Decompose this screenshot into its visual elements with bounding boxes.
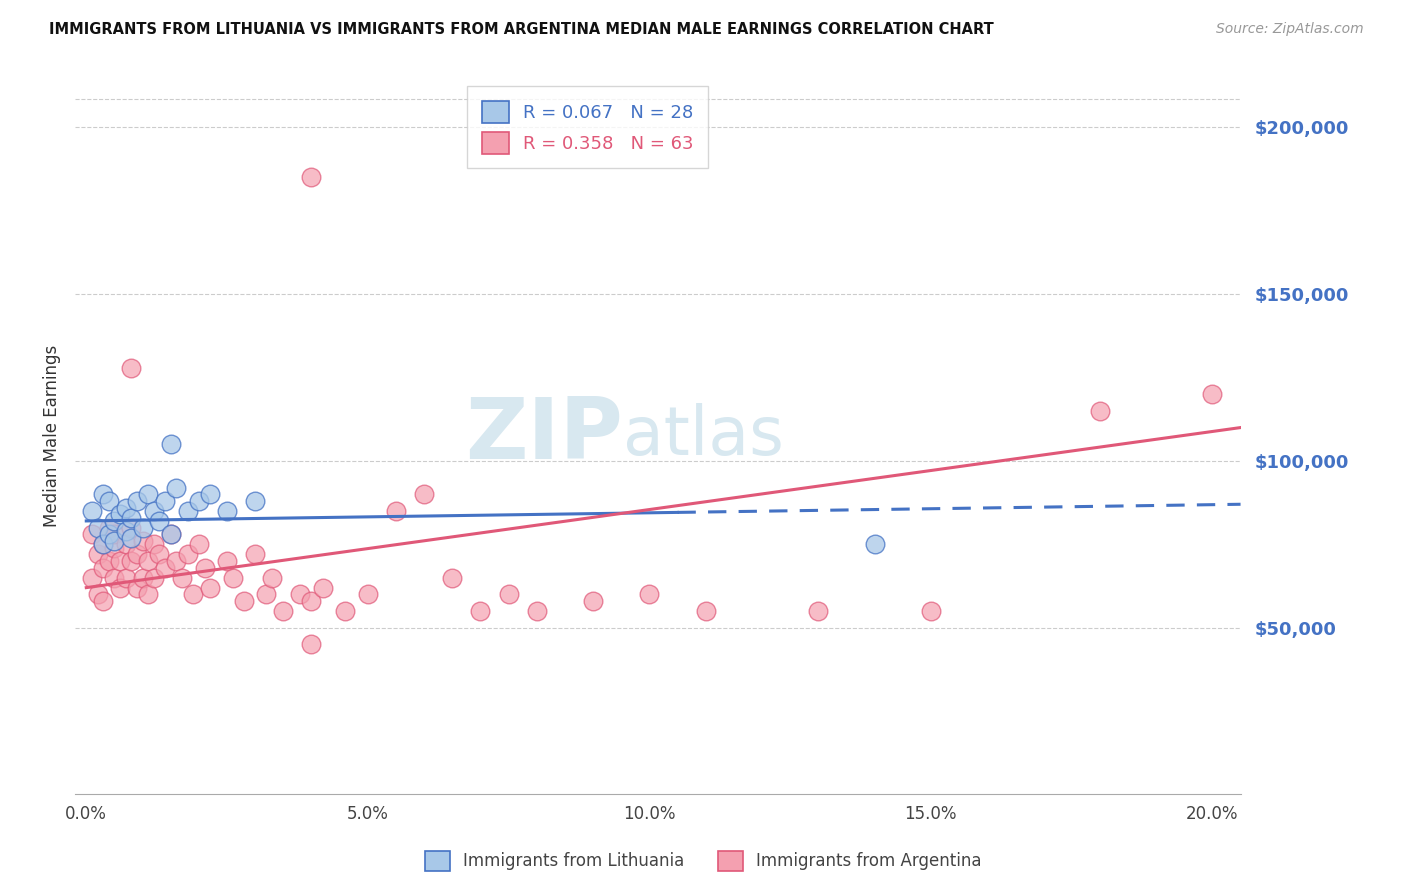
Point [91,537,114,551]
Point [91,560,114,574]
Text: atlas: atlas [623,403,783,469]
Point [97,554,120,568]
Point [301,594,323,608]
Point [131,571,153,585]
Point [181,587,204,601]
Point [148,514,170,528]
Point [97,527,120,541]
Point [114,500,136,515]
Point [470,604,492,618]
Text: ZIP: ZIP [465,394,623,477]
Point [498,587,520,601]
Point [221,571,243,585]
Point [108,554,131,568]
Point [142,571,165,585]
Point [441,571,464,585]
Point [187,494,209,508]
Point [108,581,131,595]
Point [103,514,125,528]
Point [187,537,209,551]
Point [335,604,357,618]
Point [695,604,717,618]
Text: IMMIGRANTS FROM LITHUANIA VS IMMIGRANTS FROM ARGENTINA MEDIAN MALE EARNINGS CORR: IMMIGRANTS FROM LITHUANIA VS IMMIGRANTS … [49,22,994,37]
Point [153,494,176,508]
Point [114,524,136,538]
Point [1088,404,1111,418]
Point [357,587,380,601]
Point [273,604,295,618]
Point [159,527,181,541]
Point [863,537,886,551]
Point [638,587,661,601]
Point [262,571,284,585]
Point [125,547,148,561]
Point [312,581,335,595]
Point [215,504,238,518]
Point [125,581,148,595]
Point [159,437,181,451]
Point [114,571,136,585]
Point [91,594,114,608]
Point [215,554,238,568]
Point [103,541,125,555]
Point [142,537,165,551]
Point [245,547,267,561]
Point [385,504,408,518]
Point [1201,387,1223,401]
Point [301,170,323,185]
Point [153,560,176,574]
Point [114,537,136,551]
Point [176,547,198,561]
Point [97,494,120,508]
Point [120,510,142,524]
Point [108,508,131,522]
Point [131,533,153,548]
Text: Source: ZipAtlas.com: Source: ZipAtlas.com [1216,22,1364,37]
Point [86,520,108,534]
Point [86,547,108,561]
Point [103,533,125,548]
Point [290,587,312,601]
Point [159,527,181,541]
Point [120,520,142,534]
Point [142,504,165,518]
Point [80,571,103,585]
Point [526,604,548,618]
Point [97,520,120,534]
Point [170,571,193,585]
Point [193,560,215,574]
Legend: Immigrants from Lithuania, Immigrants from Argentina: Immigrants from Lithuania, Immigrants fr… [416,842,990,880]
Point [165,554,187,568]
Legend: R = 0.067   N = 28, R = 0.358   N = 63: R = 0.067 N = 28, R = 0.358 N = 63 [467,87,709,169]
Point [920,604,942,618]
Point [165,481,187,495]
Point [120,554,142,568]
Point [91,537,114,551]
Point [136,554,159,568]
Point [86,587,108,601]
Point [120,360,142,375]
Point [148,547,170,561]
Point [413,487,436,501]
Point [582,594,605,608]
Point [198,487,221,501]
Point [91,487,114,501]
Point [232,594,254,608]
Y-axis label: Median Male Earnings: Median Male Earnings [44,345,60,527]
Point [301,637,323,651]
Point [80,504,103,518]
Point [103,571,125,585]
Point [120,531,142,545]
Point [176,504,198,518]
Point [256,587,278,601]
Point [807,604,830,618]
Point [125,494,148,508]
Point [80,527,103,541]
Point [103,527,125,541]
Point [245,494,267,508]
Point [136,487,159,501]
Point [198,581,221,595]
Point [131,520,153,534]
Point [136,587,159,601]
